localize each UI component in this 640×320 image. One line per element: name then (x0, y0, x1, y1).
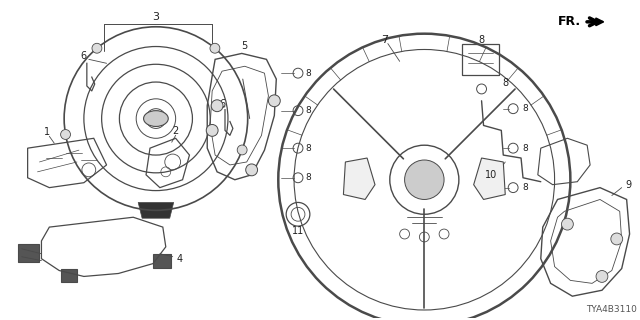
Text: 8: 8 (305, 173, 311, 182)
Text: 8: 8 (522, 183, 528, 192)
Text: 6: 6 (219, 99, 225, 109)
Text: 8: 8 (502, 78, 508, 88)
Text: 8: 8 (479, 35, 484, 44)
Text: TYA4B3110: TYA4B3110 (586, 306, 637, 315)
Circle shape (596, 270, 608, 282)
Text: 8: 8 (305, 144, 311, 153)
Text: 6: 6 (81, 52, 87, 61)
Text: 10: 10 (485, 170, 497, 180)
Text: 8: 8 (305, 69, 311, 78)
Text: 9: 9 (625, 180, 632, 190)
Circle shape (206, 124, 218, 136)
Polygon shape (138, 203, 173, 218)
Circle shape (210, 43, 220, 53)
Polygon shape (344, 158, 375, 199)
Circle shape (211, 100, 223, 112)
Circle shape (404, 160, 444, 199)
Text: 8: 8 (305, 106, 311, 115)
Polygon shape (474, 158, 505, 199)
Text: 1: 1 (44, 127, 51, 137)
Circle shape (246, 164, 257, 176)
Text: 11: 11 (292, 226, 304, 236)
FancyArrowPatch shape (587, 19, 603, 25)
Text: 7: 7 (381, 35, 388, 44)
Text: 5: 5 (242, 41, 248, 51)
Text: 2: 2 (173, 126, 179, 136)
Circle shape (561, 218, 573, 230)
FancyBboxPatch shape (18, 244, 40, 262)
Ellipse shape (143, 111, 168, 126)
Text: 3: 3 (152, 12, 159, 22)
FancyBboxPatch shape (153, 254, 171, 268)
Circle shape (61, 130, 70, 140)
Text: 8: 8 (522, 144, 528, 153)
Text: 8: 8 (522, 104, 528, 113)
Text: 4: 4 (177, 254, 182, 264)
Text: FR.: FR. (557, 15, 580, 28)
FancyBboxPatch shape (61, 268, 77, 282)
Circle shape (92, 43, 102, 53)
Circle shape (268, 95, 280, 107)
Circle shape (237, 145, 247, 155)
Circle shape (611, 233, 623, 245)
FancyBboxPatch shape (462, 44, 499, 75)
